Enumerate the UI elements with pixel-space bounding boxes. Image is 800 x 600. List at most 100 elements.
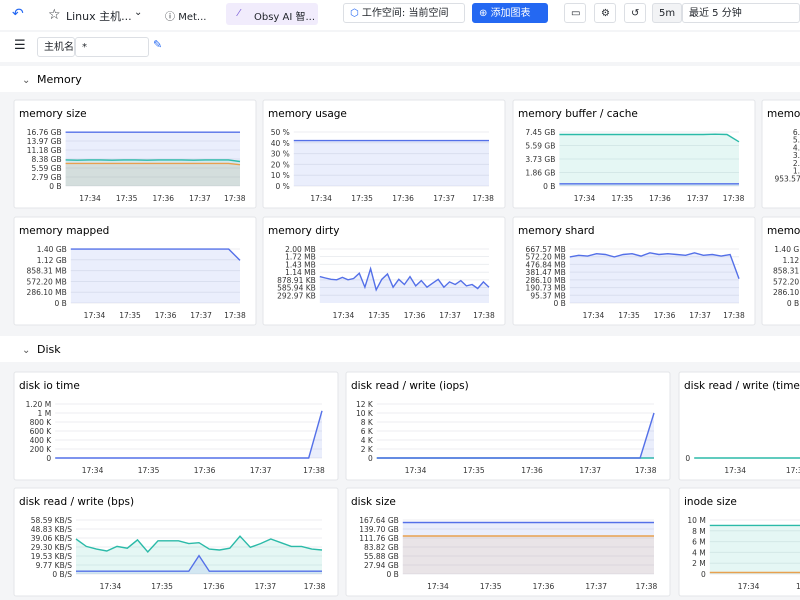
y-tick-label: 572.20 xyxy=(773,277,799,286)
edit-icon[interactable]: ✎ xyxy=(153,38,163,51)
panel-title: disk size xyxy=(351,496,396,508)
x-tick-label: 17:38 xyxy=(723,194,745,203)
x-tick-label: 17:35 xyxy=(151,582,173,591)
x-tick-label: 17:34 xyxy=(405,466,427,475)
y-tick-label: 5.59 xyxy=(793,136,800,145)
panel: disk read / write (times017:3417:3517:36… xyxy=(678,371,800,481)
x-tick-label: 17:36 xyxy=(521,466,543,475)
y-tick-label: 167.64 GB xyxy=(359,516,399,525)
y-tick-label: 0 B/S xyxy=(52,570,72,579)
panel-box xyxy=(262,216,506,326)
x-tick-label: 17:34 xyxy=(100,582,122,591)
y-tick-label: 16.76 GB xyxy=(27,128,62,137)
y-tick-label: 6 K xyxy=(361,427,374,436)
y-tick-label: 878.91 KB xyxy=(277,276,316,285)
y-tick-label: 19.53 KB/S xyxy=(31,552,72,561)
y-tick-label: 0 B xyxy=(54,299,66,308)
panel-box xyxy=(512,216,756,326)
y-tick-label: 58.59 KB/S xyxy=(31,516,72,525)
interval-select[interactable]: 5m xyxy=(652,3,682,23)
y-tick-label: 40 % xyxy=(271,139,290,148)
x-tick-label: 17:35 xyxy=(618,311,640,320)
y-tick-label: 3.73 GB xyxy=(525,155,555,164)
y-tick-label: 0 xyxy=(685,454,690,463)
series-area xyxy=(65,132,240,186)
y-tick-label: 48.83 KB/S xyxy=(31,525,72,534)
y-tick-label: 8 K xyxy=(361,418,374,427)
y-tick-label: 1.43 MB xyxy=(285,260,316,269)
dashboard-title[interactable]: Linux 主机... xyxy=(66,10,132,23)
x-tick-label: 17:37 xyxy=(579,466,601,475)
add-chart-button[interactable]: ⊕ 添加图表 xyxy=(472,3,548,23)
filter-icon[interactable]: ☰ xyxy=(14,38,26,53)
back-button[interactable]: ↶ xyxy=(12,6,24,22)
panel-title: disk read / write (times xyxy=(684,380,800,392)
y-tick-label: 9.77 KB/S xyxy=(36,561,73,570)
y-tick-label: 286.10 MB xyxy=(27,288,67,297)
y-tick-label: 139.70 GB xyxy=(359,525,399,534)
y-tick-label: 286.10 MB xyxy=(526,276,566,285)
y-tick-label: 8.38 GB xyxy=(32,155,62,164)
tab-label: Met... xyxy=(178,12,207,23)
settings-button[interactable]: ⚙ xyxy=(594,3,616,23)
y-tick-label: 5.59 GB xyxy=(32,164,62,173)
panel: memory size 0 B2.79 GB5.59 GB8.38 GB11.18… xyxy=(13,99,257,209)
series-area xyxy=(76,555,322,574)
y-tick-label: 800 K xyxy=(30,418,53,427)
x-tick-label: 17:37 xyxy=(585,582,607,591)
series-line xyxy=(376,412,655,459)
x-tick-label: 17:37 xyxy=(189,194,211,203)
series-area xyxy=(319,268,489,303)
x-tick-label: 17:36 xyxy=(194,466,216,475)
y-tick-label: 11.18 GB xyxy=(27,146,62,155)
tab-metrics[interactable]: ⓘ Met... xyxy=(165,12,207,23)
x-tick-label: 17:34 xyxy=(79,194,101,203)
filter-value[interactable]: * xyxy=(75,37,149,57)
y-tick-label: 10 K xyxy=(356,409,374,418)
y-tick-label: 6.52 xyxy=(793,128,800,137)
x-tick-label: 17:34 xyxy=(84,311,106,320)
y-tick-label: 0 B xyxy=(553,299,565,308)
x-tick-label: 17:34 xyxy=(724,466,746,475)
workspace-label: 工作空间: 当前空间 xyxy=(361,8,449,19)
series-area xyxy=(65,163,240,186)
y-tick-label: 190.73 MB xyxy=(526,284,566,293)
panel-title: disk io time xyxy=(19,380,80,392)
y-tick-label: 600 K xyxy=(30,427,53,436)
y-tick-label: 0 B xyxy=(386,570,398,579)
star-icon[interactable]: ☆ xyxy=(48,7,61,23)
dropdown-caret[interactable]: ⌄ xyxy=(134,7,143,18)
panel-title: memory size xyxy=(19,108,87,120)
tab-ai[interactable] xyxy=(226,3,318,25)
x-tick-label: 17:34 xyxy=(427,582,449,591)
series-area xyxy=(293,140,489,186)
series-area xyxy=(65,159,240,186)
y-tick-label: 4 K xyxy=(361,436,374,445)
x-tick-label: 17:35 xyxy=(119,311,141,320)
section-title: Disk xyxy=(37,343,61,356)
y-tick-label: 4 M xyxy=(692,548,706,557)
y-tick-label: 50 % xyxy=(271,128,290,137)
x-tick-label: 17:38 xyxy=(636,582,658,591)
y-tick-label: 5.59 GB xyxy=(525,141,555,150)
series-line xyxy=(559,133,740,143)
y-tick-label: 4.66 xyxy=(793,143,800,152)
panel: memory usage 0 % 10 % 20 %30 % 40 % 50 % 17:34… xyxy=(262,99,506,209)
time-range-select[interactable]: 最近 5 分钟 xyxy=(682,3,800,23)
y-tick-label: 83.82 GB xyxy=(364,543,399,552)
y-tick-label: 3.73 xyxy=(793,151,800,160)
series-area xyxy=(569,252,739,303)
y-tick-label: 585.94 KB xyxy=(277,284,316,293)
panel-box xyxy=(512,99,756,209)
y-tick-label: 0 xyxy=(701,570,706,579)
history-button[interactable]: ↺ xyxy=(624,3,646,23)
series-line xyxy=(55,410,323,459)
series-area xyxy=(402,536,654,574)
y-tick-label: 2.79 xyxy=(793,159,800,168)
panel-title: memory dirty xyxy=(268,225,339,237)
series-line xyxy=(65,159,241,163)
fullscreen-button[interactable]: ▭ xyxy=(564,3,586,23)
workspace-select[interactable]: ⬡ 工作空间: 当前空间 xyxy=(343,3,465,23)
y-tick-label: 953.57 M xyxy=(774,174,800,183)
